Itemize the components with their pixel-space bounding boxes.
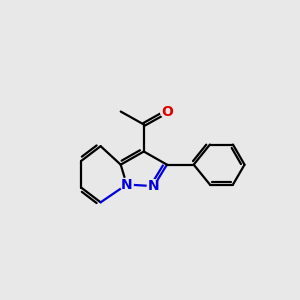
Text: O: O bbox=[161, 104, 173, 118]
Text: N: N bbox=[148, 179, 160, 193]
Circle shape bbox=[120, 178, 133, 191]
Text: N: N bbox=[121, 178, 133, 191]
Circle shape bbox=[160, 105, 173, 118]
Circle shape bbox=[147, 180, 160, 193]
